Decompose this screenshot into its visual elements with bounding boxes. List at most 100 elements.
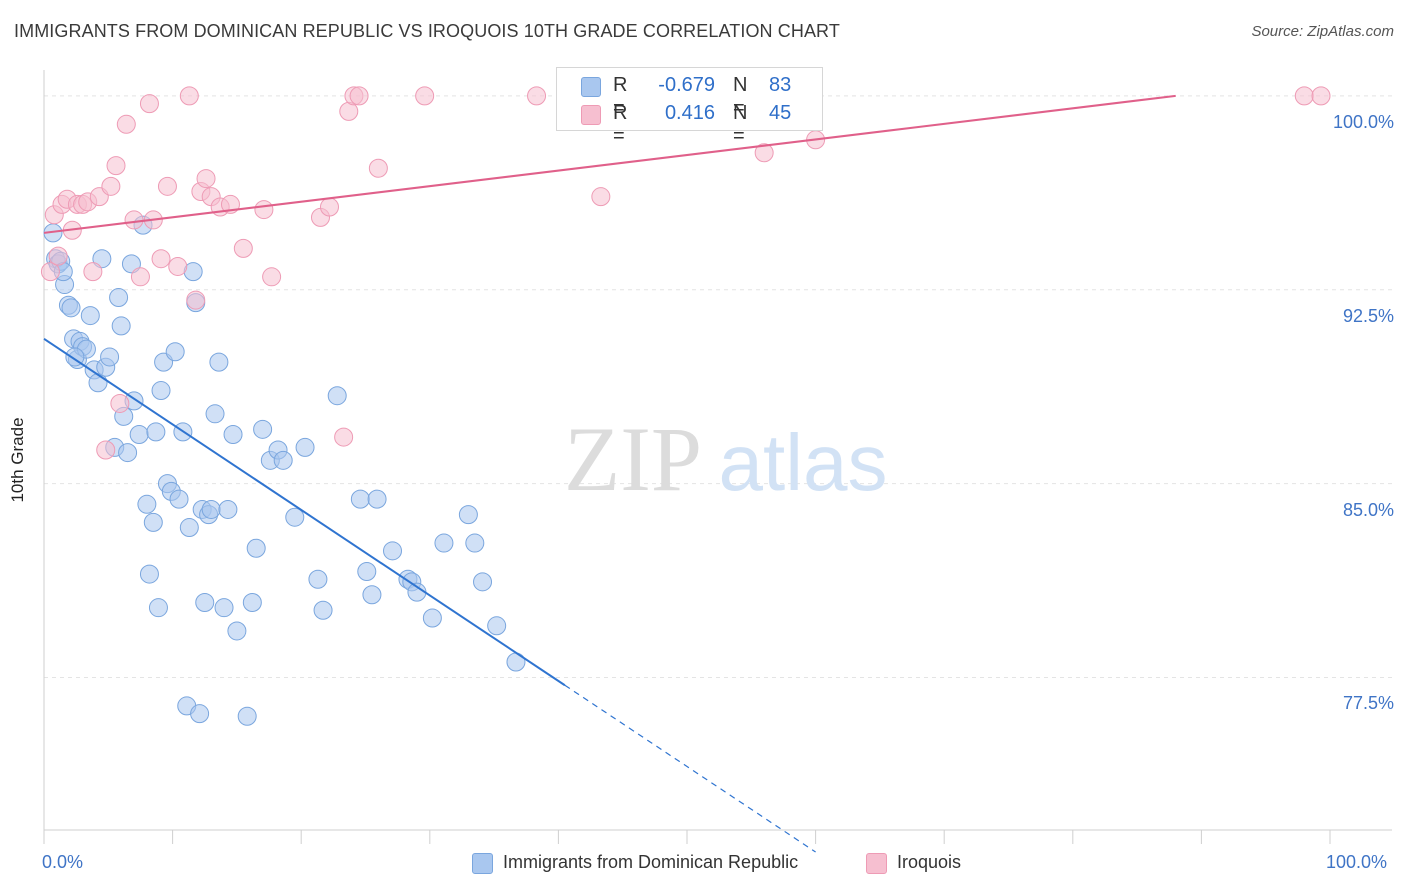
dominican-point-46[interactable] [195,593,215,613]
x-tick-label-max: 100.0% [1326,852,1388,872]
iroquois-point-17[interactable] [130,267,150,287]
dominican-point-67[interactable] [350,489,370,509]
series-iroquois-points [40,86,1331,460]
n-value: 83 [769,74,792,96]
dominican-point-44[interactable] [190,704,210,724]
iroquois-point-11[interactable] [96,440,116,460]
dominican-point-18[interactable] [100,347,120,367]
dominican-point-50[interactable] [209,352,229,372]
iroquois-point-34[interactable] [319,197,339,217]
dominican-point-29[interactable] [139,564,159,584]
grid-lines [44,95,1392,678]
dominican-point-66[interactable] [327,386,347,406]
iroquois-point-9[interactable] [83,262,103,282]
dominican-point-81[interactable] [506,652,526,672]
axes [43,70,1392,844]
trendline-dominican-dashed [564,684,816,853]
dominican-point-53[interactable] [223,424,243,444]
dominican-point-21[interactable] [111,316,131,336]
iroquois-point-24[interactable] [186,290,206,310]
dominican-point-32[interactable] [148,598,168,618]
iroquois-point-45[interactable] [1294,86,1314,106]
n-label: N = [733,102,748,147]
chart-legend: Immigrants from Dominican Republic Iroqu… [0,852,1406,878]
iroquois-point-23[interactable] [179,86,199,106]
y-axis-label: 10th Grade [8,417,27,503]
legend-swatch-blue [472,853,493,874]
iroquois-point-14[interactable] [110,393,130,413]
dominican-point-16[interactable] [92,249,112,269]
dominican-point-63[interactable] [295,437,315,457]
iroquois-point-2[interactable] [48,246,68,266]
iroquois-point-40[interactable] [415,86,435,106]
dominican-point-76[interactable] [434,533,454,553]
dominican-point-13[interactable] [80,306,100,326]
iroquois-point-15[interactable] [116,114,136,134]
iroquois-point-13[interactable] [106,156,126,176]
iroquois-point-31[interactable] [254,200,274,220]
iroquois-point-32[interactable] [262,267,282,287]
dominican-point-31[interactable] [146,422,166,442]
dominican-point-51[interactable] [214,598,234,618]
dominican-point-28[interactable] [137,494,157,514]
iroquois-point-21[interactable] [157,176,177,196]
iroquois-point-20[interactable] [151,249,171,269]
dominican-point-61[interactable] [273,450,293,470]
dominican-point-57[interactable] [246,538,266,558]
dominican-point-20[interactable] [109,287,129,307]
dominican-point-65[interactable] [313,600,333,620]
dominican-point-71[interactable] [383,541,403,561]
y-tick-label-3: 77.5% [1342,693,1394,714]
dominican-point-38[interactable] [169,489,189,509]
dominican-point-30[interactable] [143,512,163,532]
chart-title: IMMIGRANTS FROM DOMINICAN REPUBLIC VS IR… [14,21,840,41]
dominican-point-79[interactable] [473,572,493,592]
dominican-point-80[interactable] [487,616,507,636]
dominican-point-78[interactable] [465,533,485,553]
dominican-point-26[interactable] [129,424,149,444]
dominican-point-62[interactable] [285,507,305,527]
dominican-point-54[interactable] [227,621,247,641]
chart-source: Source: ZipAtlas.com [1251,23,1394,40]
dominican-point-58[interactable] [253,419,273,439]
r-value: -0.679 [658,74,715,96]
dominican-point-75[interactable] [422,608,442,628]
iroquois-point-12[interactable] [101,176,121,196]
iroquois-point-38[interactable] [349,86,369,106]
y-tick-label-0: 100.0% [1332,111,1394,132]
dominican-point-68[interactable] [357,561,377,581]
dominican-point-24[interactable] [121,254,141,274]
r-label: R = [613,74,628,119]
dominican-point-52[interactable] [218,499,238,519]
iroquois-point-41[interactable] [527,86,547,106]
dominican-point-7[interactable] [61,298,81,318]
dominican-point-41[interactable] [179,518,199,538]
n-value: 45 [769,102,792,124]
iroquois-point-39[interactable] [368,158,388,178]
iroquois-point-42[interactable] [591,187,611,207]
dominican-point-49[interactable] [205,404,225,424]
iroquois-point-16[interactable] [124,210,144,230]
iroquois-point-35[interactable] [334,427,354,447]
dominican-point-70[interactable] [367,489,387,509]
iroquois-point-0[interactable] [40,262,60,282]
dominican-point-37[interactable] [165,342,185,362]
dominican-point-69[interactable] [362,585,382,605]
watermark-zip: ZIP [564,408,702,510]
iroquois-point-26[interactable] [196,169,216,189]
iroquois-point-18[interactable] [139,94,159,114]
iroquois-point-30[interactable] [233,238,253,258]
dominican-point-33[interactable] [151,381,171,401]
dominican-point-48[interactable] [201,499,221,519]
iroquois-point-22[interactable] [168,256,188,276]
dominican-point-55[interactable] [237,706,257,726]
dominican-point-77[interactable] [458,505,478,525]
y-tick-label-1: 92.5% [1342,305,1394,326]
iroquois-point-43[interactable] [754,143,774,163]
r-label: R = [613,102,628,147]
iroquois-point-46[interactable] [1311,86,1331,106]
dominican-point-64[interactable] [308,569,328,589]
dominican-point-23[interactable] [118,443,138,463]
dominican-point-56[interactable] [242,593,262,613]
